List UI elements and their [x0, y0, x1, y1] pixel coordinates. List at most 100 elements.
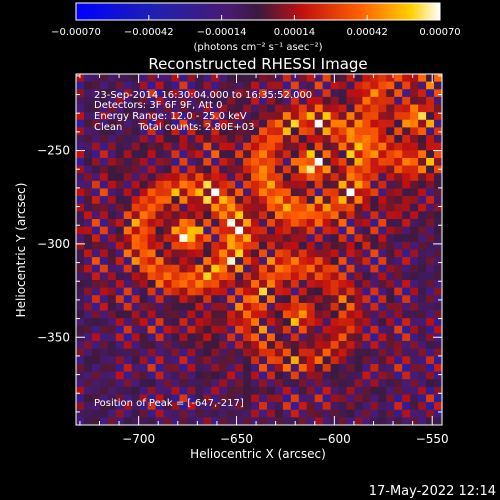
heatmap-cell [378, 302, 387, 311]
heatmap-cell [346, 287, 355, 296]
heatmap-cell [402, 218, 411, 228]
heatmap-cell [139, 257, 149, 266]
heatmap-cell [354, 81, 363, 90]
heatmap-cell [370, 135, 379, 144]
heatmap-cell [434, 295, 443, 304]
heatmap-cell [195, 402, 204, 411]
heatmap-cell [266, 119, 276, 128]
heatmap-cell [274, 150, 284, 159]
heatmap-cell [282, 287, 292, 296]
heatmap-cell [266, 341, 276, 350]
heatmap-cell [99, 150, 109, 159]
heatmap-cell [211, 310, 220, 319]
heatmap-cell [370, 119, 379, 128]
heatmap-cell [219, 249, 228, 258]
heatmap-cell [394, 348, 403, 357]
heatmap-cell [322, 325, 332, 334]
heatmap-cell [354, 348, 363, 357]
axis-ticks: −700 −650 −600 −550−250−300−350 [37, 74, 449, 446]
heatmap-cell [259, 356, 268, 365]
heatmap-cell [330, 196, 339, 205]
heatmap-cell [259, 81, 268, 90]
heatmap-cell [370, 394, 379, 403]
heatmap-cell [251, 104, 260, 113]
heatmap-cell [235, 203, 244, 212]
heatmap-cell [179, 150, 188, 159]
heatmap-cell [251, 234, 260, 243]
heatmap-cell [187, 119, 196, 128]
heatmap-cell [179, 218, 188, 228]
heatmap-cell [306, 356, 316, 365]
heatmap-cell [131, 280, 141, 289]
heatmap-cell [378, 371, 387, 380]
heatmap-cell [394, 402, 403, 411]
heatmap-cell [107, 295, 117, 304]
heatmap-cell [211, 96, 220, 105]
heatmap-cell [282, 112, 292, 121]
heatmap-cell [91, 371, 101, 380]
heatmap-cell [99, 142, 109, 151]
heatmap-cell [306, 325, 316, 334]
heatmap-cell [259, 287, 268, 296]
heatmap-cell [346, 104, 355, 113]
heatmap-cell [290, 96, 300, 105]
heatmap-cell [115, 112, 125, 121]
heatmap-cell [418, 310, 427, 319]
heatmap-cell [227, 127, 236, 136]
heatmap-cell [298, 295, 308, 304]
heatmap-cell [235, 287, 244, 296]
heatmap-cell [163, 272, 172, 281]
heatmap-cell [115, 203, 125, 212]
heatmap-cell [402, 295, 411, 304]
heatmap-cell [99, 402, 109, 411]
heatmap-cell [251, 280, 260, 289]
heatmap-cell [107, 157, 117, 166]
heatmap-cell [370, 74, 379, 83]
heatmap-cell [362, 218, 371, 228]
heatmap-cell [290, 280, 300, 289]
heatmap-cell [410, 409, 419, 418]
heatmap-cell [282, 295, 292, 304]
heatmap-cell [179, 333, 188, 342]
heatmap-cell [131, 203, 141, 212]
heatmap-cell [155, 371, 164, 380]
heatmap-cell [83, 287, 93, 296]
heatmap-cell [243, 295, 252, 304]
heatmap-cell [402, 150, 411, 159]
heatmap-cell [211, 112, 220, 121]
heatmap-cell [306, 264, 316, 273]
heatmap-cell [338, 333, 347, 342]
heatmap-cell [187, 356, 196, 365]
heatmap-cell [115, 264, 125, 273]
heatmap-cell [219, 257, 228, 266]
heatmap-cell [203, 287, 212, 296]
heatmap-cell [155, 135, 164, 144]
heatmap-cell [322, 241, 332, 250]
heatmap-cell [163, 295, 172, 304]
heatmap-cell [330, 142, 339, 151]
heatmap-cell [370, 287, 379, 296]
heatmap-cell [426, 119, 435, 128]
heatmap-cell [298, 417, 308, 426]
heatmap-cell [131, 96, 141, 105]
heatmap-cell [410, 341, 419, 350]
heatmap-cell [227, 394, 236, 403]
heatmap-cell [155, 341, 164, 350]
heatmap-cell [346, 295, 355, 304]
heatmap-cell [378, 173, 387, 182]
heatmap-cell [410, 348, 419, 357]
heatmap-cell [179, 104, 188, 113]
heatmap-cell [163, 241, 172, 250]
heatmap-cell [346, 180, 355, 189]
heatmap-cell [243, 379, 252, 388]
heatmap-cell [306, 165, 316, 174]
heatmap-cell [386, 241, 395, 250]
heatmap-cell [91, 81, 101, 90]
heatmap-cell [155, 119, 164, 128]
heatmap-cell [290, 165, 300, 174]
heatmap-cell [235, 409, 244, 418]
heatmap-cell [274, 81, 284, 90]
heatmap-cell [179, 341, 188, 350]
heatmap-cell [306, 74, 316, 83]
heatmap-cell [426, 341, 435, 350]
